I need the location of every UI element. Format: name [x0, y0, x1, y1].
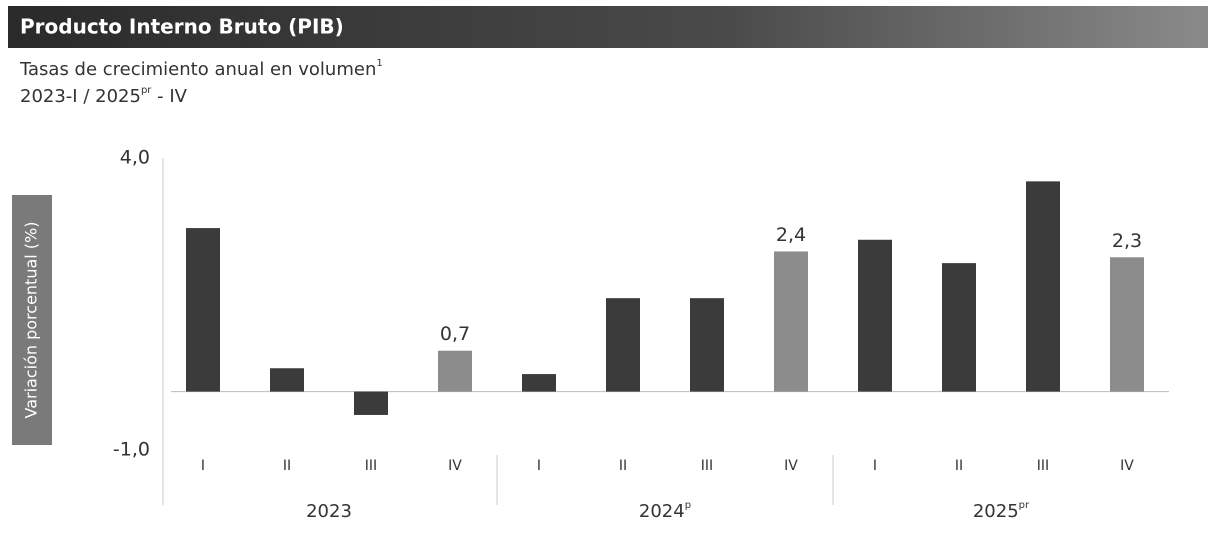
bar	[270, 368, 304, 392]
x-tick-label: IV	[448, 458, 462, 474]
x-tick-label: I	[873, 458, 877, 474]
y-label-box	[12, 195, 52, 445]
value-label: 2,4	[776, 224, 806, 246]
bar	[606, 298, 640, 392]
x-tick-label: III	[1037, 458, 1049, 474]
x-tick-label: II	[619, 458, 627, 474]
bar	[774, 251, 808, 392]
x-tick-label: I	[537, 458, 541, 474]
bar	[522, 374, 556, 392]
period-start: 2023-I / 2025	[20, 86, 141, 107]
subtitle-text: Tasas de crecimiento anual en volumen	[19, 59, 376, 80]
value-label: 2,3	[1112, 230, 1142, 252]
group-year: 2023	[306, 501, 352, 522]
value-label: 0,7	[440, 323, 470, 345]
bar	[942, 263, 976, 392]
period-end: - IV	[151, 86, 187, 107]
chart-title: Producto Interno Bruto (PIB)	[20, 15, 344, 39]
y-tick-label: -1,0	[113, 439, 150, 461]
x-tick-label: I	[201, 458, 205, 474]
x-tick-label: II	[283, 458, 291, 474]
bar	[186, 228, 220, 392]
title-band	[8, 6, 1208, 48]
bar	[354, 391, 388, 415]
group-label: 2025pr	[973, 500, 1030, 522]
bar	[1110, 257, 1144, 392]
x-tick-label: III	[701, 458, 713, 474]
group-year: 2025	[973, 501, 1019, 522]
group-sup: pr	[1019, 500, 1030, 511]
bar	[690, 298, 724, 392]
bar	[1026, 181, 1060, 392]
subtitle: Tasas de crecimiento anual en volumen1	[19, 58, 383, 80]
period-sup: pr	[141, 85, 152, 96]
x-tick-label: IV	[784, 458, 798, 474]
group-sup: p	[685, 500, 691, 511]
subtitle-sup: 1	[376, 58, 382, 69]
x-tick-label: II	[955, 458, 963, 474]
x-tick-label: IV	[1120, 458, 1134, 474]
group-label: 2023	[306, 501, 352, 522]
y-axis-label: Variación porcentual (%)	[22, 222, 41, 419]
x-tick-label: III	[365, 458, 377, 474]
group-year: 2024	[639, 501, 685, 522]
bar	[858, 239, 892, 392]
bar	[438, 350, 472, 392]
y-tick-label: 4,0	[120, 147, 150, 169]
group-label: 2024p	[639, 500, 691, 522]
period: 2023-I / 2025pr - IV	[20, 85, 188, 107]
